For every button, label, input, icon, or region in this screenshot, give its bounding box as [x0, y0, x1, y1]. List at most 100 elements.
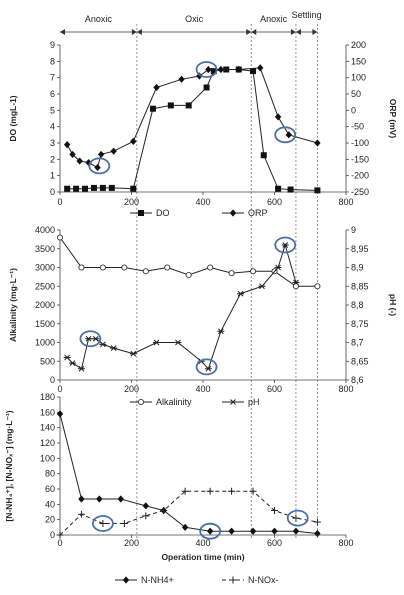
chart-2-y2-tick-label-2: 8,7: [351, 338, 364, 348]
chart-2-series-0-point-11: [292, 283, 300, 290]
chart-2-x-tick-label-4: 800: [338, 384, 353, 394]
chart-1-series-0-point-8: [167, 102, 174, 109]
chart-2-y-tick-label-2: 1000: [35, 338, 55, 348]
chart-2-series-1-point-0: [63, 354, 71, 361]
chart-1-series-0-point-5: [108, 184, 115, 191]
chart-2-series-1-point-17: [292, 279, 300, 286]
chart-3-y-tick-label-3: 60: [45, 484, 55, 494]
phase-arrow-head-left-2: [251, 29, 257, 35]
chart-1-y-tick-label-9: 9: [50, 40, 55, 50]
chart-3-series-0-line: [59, 413, 318, 534]
chart-1-series-1-point-12: [217, 65, 225, 74]
chart-3-highlight-circle-1: [199, 522, 222, 540]
chart-1-y2-axis-label: ORP (mV): [388, 99, 398, 139]
chart-2-x-tick-label-0: 0: [57, 384, 62, 394]
chart-3-series-0-point-4: [142, 502, 149, 510]
chart-1-series-1-point-4: [94, 163, 101, 172]
chart-3-series-1-point-0: [56, 531, 64, 539]
chart-1-series-0-point-11: [210, 68, 217, 75]
chart-2-y-tick-label-6: 3000: [35, 263, 55, 273]
chart-3-y-tick-label-7: 140: [40, 423, 55, 433]
chart-3-series-1-point-12: [313, 518, 321, 526]
chart-2-series-1-point-1: [69, 360, 77, 366]
chart-2-series-0-point-1: [78, 264, 85, 271]
phase-arrow-head-right-2: [290, 29, 296, 35]
chart-1-series-0-point-1: [73, 185, 80, 192]
chart-2-y2-tick-label-3: 8,75: [351, 319, 369, 329]
phase-arrow-head-left-1: [136, 29, 142, 35]
chart-1-series-0-point-7: [149, 105, 156, 112]
chart-1-series-1-point-11: [205, 65, 212, 74]
chart-1-y-tick-label-6: 6: [50, 89, 55, 99]
chart-1-series-1-point-1: [69, 150, 76, 159]
chart-2-series-1-point-6: [110, 345, 118, 351]
phase-label-0: Anoxic: [85, 14, 113, 24]
chart-2-series-1-point-4: [92, 335, 100, 342]
chart-1-y2-tick-label-7: 100: [351, 73, 366, 83]
chart-3-x-tick-label-1: 200: [124, 538, 139, 548]
chart-2-series-0-line: [59, 237, 318, 287]
chart-1-highlight-circle-2: [274, 126, 297, 144]
chart-3-y-tick-label-0: 0: [50, 530, 55, 540]
chart-2-highlight-circle-1: [195, 358, 218, 376]
chart-2-series-1-point-12: [217, 328, 225, 335]
chart-2-y-tick-label-0: 0: [50, 375, 55, 385]
chart-1-y-tick-label-3: 3: [50, 138, 55, 148]
chart-1-y-tick-label-2: 2: [50, 154, 55, 164]
chart-2-x-tick-label-1: 200: [124, 384, 139, 394]
chart-2-series-0-point-8: [228, 270, 235, 277]
phase-arrow-head-right-0: [131, 29, 137, 35]
chart-3-series-0-point-11: [292, 527, 300, 535]
chart-1-series-0-point-4: [99, 184, 106, 191]
chart-2-y-tick-label-8: 4000: [35, 225, 55, 235]
chart-1-y2-tick-label-4: -50: [351, 122, 364, 132]
chart-1-series-0-point-2: [82, 185, 89, 192]
chart-2-y-tick-label-4: 2000: [35, 300, 55, 310]
chart-3-series-0-point-9: [249, 527, 257, 535]
chart-1-x-tick-label-0: 0: [57, 197, 62, 207]
chart-1-legend-label-0: DO: [156, 208, 170, 218]
chart-2-legend-marker-0: [137, 398, 145, 406]
chart-3-series-1-point-4: [142, 512, 150, 520]
chart-3-x-axis-label: Operation time (min): [161, 552, 244, 562]
chart-3-series-1-point-11: [292, 514, 300, 522]
chart-1-series-1-point-5: [97, 150, 105, 159]
phase-arrow-head-left-0: [60, 29, 65, 35]
chart-3-series-1-point-7: [206, 487, 214, 495]
chart-1-series-1-point-7: [130, 137, 137, 145]
chart-2-series-0-point-12: [314, 283, 321, 290]
chart-3-x-tick-label-3: 600: [267, 538, 282, 548]
chart-1-y2-tick-label-9: 200: [351, 40, 366, 50]
chart-1-series-0-point-9: [185, 102, 192, 109]
chart-2-y2-tick-label-7: 8,95: [351, 244, 369, 254]
chart-2-series-1-point-9: [174, 339, 182, 346]
chart-2-series-0-point-2: [99, 264, 106, 271]
chart-1-x-tick-label-3: 600: [267, 197, 282, 207]
chart-1-y-tick-label-0: 0: [50, 187, 55, 197]
chart-2-series-1-point-8: [153, 339, 161, 346]
phase-arrow-head-right-1: [246, 29, 252, 35]
chart-1-legend-marker-1: [229, 209, 237, 217]
chart-3-series-1-point-5: [160, 506, 168, 514]
chart-1-y-tick-label-5: 5: [50, 105, 55, 115]
chart-2-y-tick-label-3: 1500: [35, 319, 55, 329]
chart-3-legend-marker-1: [229, 576, 237, 584]
chart-1-x-tick-label-2: 400: [195, 197, 210, 207]
chart-2-series-1-point-7: [129, 350, 137, 357]
chart-1-series-0-point-14: [250, 68, 257, 75]
chart-1-series-0-point-16: [275, 185, 282, 192]
chart-2-y2-tick-label-8: 9: [351, 225, 356, 235]
chart-3-series-1-point-8: [228, 487, 236, 495]
chart-3-series-1-point-6: [181, 487, 189, 495]
chart-3-series-1-point-1: [77, 510, 85, 518]
chart-1-series-1-point-9: [178, 75, 185, 83]
chart-2-series-0-point-7: [207, 264, 214, 271]
chart-3-y-tick-label-8: 160: [40, 407, 55, 417]
chart-2-legend-label-0: Alkalinity: [156, 397, 192, 407]
chart-2-y2-tick-label-0: 8,6: [351, 375, 364, 385]
chart-2-y2-tick-label-5: 8,85: [351, 281, 369, 291]
chart-3-series-0-point-10: [271, 527, 278, 535]
chart-1-y2-tick-label-6: 50: [351, 89, 361, 99]
chart-2-y-tick-label-5: 2500: [35, 281, 55, 291]
chart-1-legend-marker-0: [138, 210, 144, 216]
